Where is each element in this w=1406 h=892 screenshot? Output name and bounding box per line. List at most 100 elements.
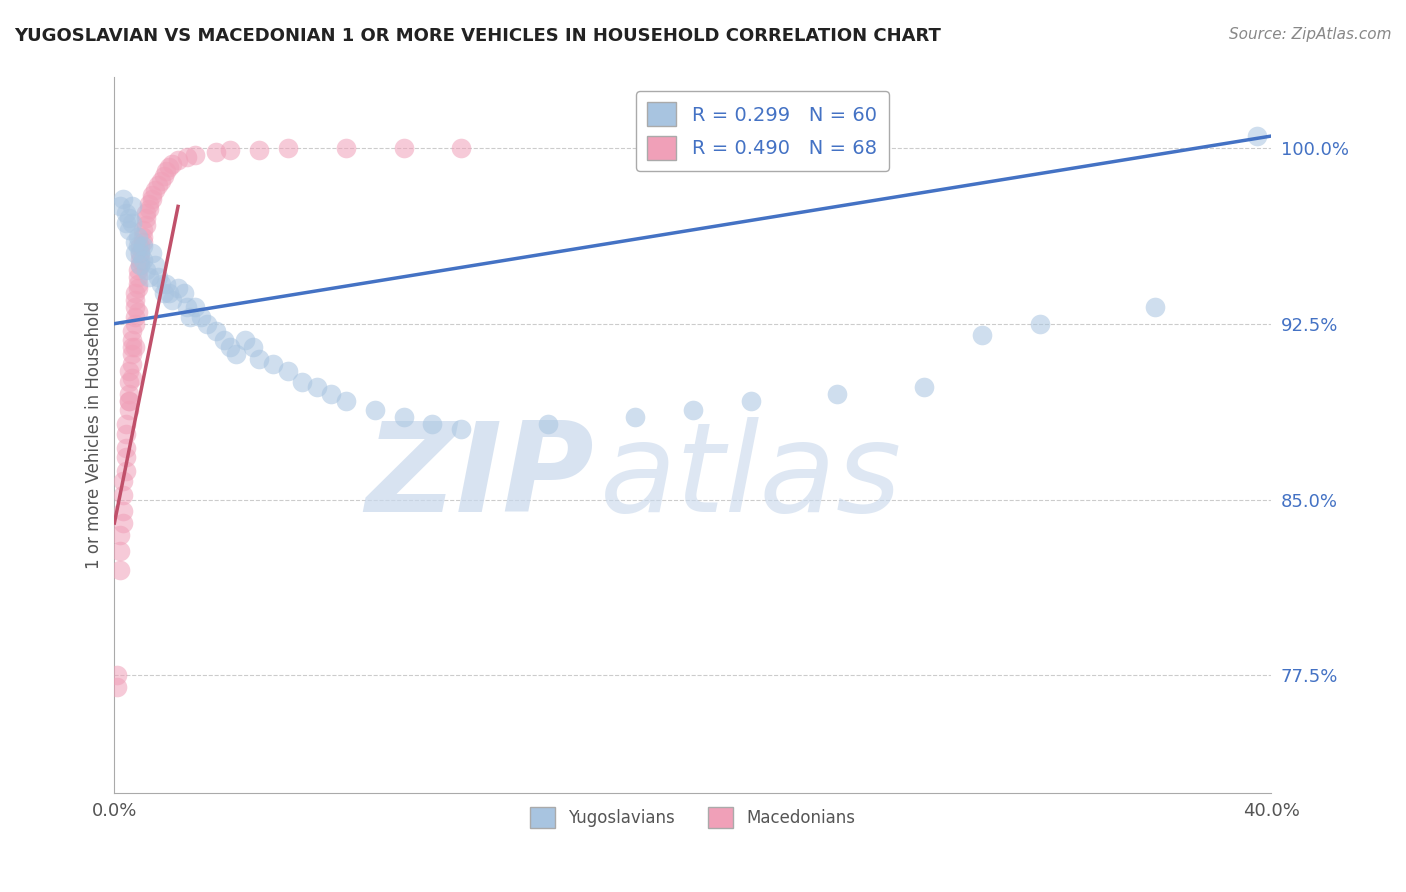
Point <box>135 218 157 232</box>
Point <box>149 277 172 291</box>
Point <box>277 363 299 377</box>
Point <box>233 333 256 347</box>
Point <box>129 246 152 260</box>
Point <box>105 680 128 694</box>
Point <box>129 258 152 272</box>
Point <box>195 317 218 331</box>
Point <box>121 340 143 354</box>
Point <box>129 253 152 268</box>
Point <box>121 370 143 384</box>
Text: ZIP: ZIP <box>366 417 595 539</box>
Point <box>305 380 328 394</box>
Point <box>179 310 201 324</box>
Point <box>135 262 157 277</box>
Point <box>1029 317 1052 331</box>
Point <box>450 422 472 436</box>
Point <box>124 246 146 260</box>
Point <box>112 193 135 207</box>
Point <box>204 324 226 338</box>
Point <box>112 504 135 518</box>
Point <box>129 239 152 253</box>
Point <box>167 153 190 167</box>
Point <box>176 300 198 314</box>
Point <box>118 363 141 377</box>
Point <box>214 333 236 347</box>
Point <box>242 340 264 354</box>
Point <box>129 258 152 272</box>
Point <box>115 216 138 230</box>
Point <box>138 269 160 284</box>
Point <box>262 357 284 371</box>
Point <box>682 403 704 417</box>
Legend: Yugoslavians, Macedonians: Yugoslavians, Macedonians <box>523 801 862 834</box>
Point <box>127 239 149 253</box>
Point <box>141 246 163 260</box>
Point <box>422 417 444 432</box>
Point <box>129 246 152 260</box>
Point <box>155 277 177 291</box>
Text: YUGOSLAVIAN VS MACEDONIAN 1 OR MORE VEHICLES IN HOUSEHOLD CORRELATION CHART: YUGOSLAVIAN VS MACEDONIAN 1 OR MORE VEHI… <box>14 27 941 45</box>
Point <box>225 347 247 361</box>
Point <box>141 187 163 202</box>
Point <box>115 206 138 220</box>
Point <box>118 394 141 409</box>
Point <box>291 376 314 390</box>
Point <box>204 145 226 160</box>
Point <box>135 211 157 226</box>
Point <box>121 333 143 347</box>
Point <box>132 235 155 249</box>
Point <box>127 269 149 284</box>
Point <box>146 178 169 193</box>
Point <box>118 394 141 409</box>
Point <box>127 281 149 295</box>
Point <box>970 328 993 343</box>
Point <box>108 199 131 213</box>
Point <box>277 141 299 155</box>
Point <box>127 305 149 319</box>
Point <box>1246 129 1268 144</box>
Point <box>173 286 195 301</box>
Point <box>162 293 184 308</box>
Point <box>321 387 343 401</box>
Point <box>450 141 472 155</box>
Point <box>112 488 135 502</box>
Point <box>141 193 163 207</box>
Point <box>118 387 141 401</box>
Point <box>143 258 166 272</box>
Point <box>190 310 212 324</box>
Point <box>108 544 131 558</box>
Point <box>247 143 270 157</box>
Point <box>1144 300 1167 314</box>
Point <box>149 173 172 187</box>
Point <box>143 183 166 197</box>
Point <box>335 141 357 155</box>
Point <box>118 403 141 417</box>
Point <box>132 239 155 253</box>
Point <box>152 169 174 183</box>
Point <box>115 417 138 432</box>
Point <box>184 300 207 314</box>
Text: atlas: atlas <box>600 417 903 539</box>
Point <box>124 340 146 354</box>
Point <box>138 197 160 211</box>
Point <box>537 417 560 432</box>
Point <box>146 269 169 284</box>
Point <box>118 223 141 237</box>
Point <box>184 148 207 162</box>
Point <box>121 324 143 338</box>
Point <box>124 293 146 308</box>
Point <box>132 230 155 244</box>
Point <box>135 206 157 220</box>
Point <box>363 403 385 417</box>
Point <box>138 202 160 216</box>
Point <box>108 563 131 577</box>
Point <box>105 668 128 682</box>
Point <box>624 410 647 425</box>
Point <box>335 394 357 409</box>
Point <box>121 357 143 371</box>
Point <box>392 141 415 155</box>
Point <box>155 164 177 178</box>
Point <box>121 216 143 230</box>
Point <box>247 351 270 366</box>
Point <box>124 235 146 249</box>
